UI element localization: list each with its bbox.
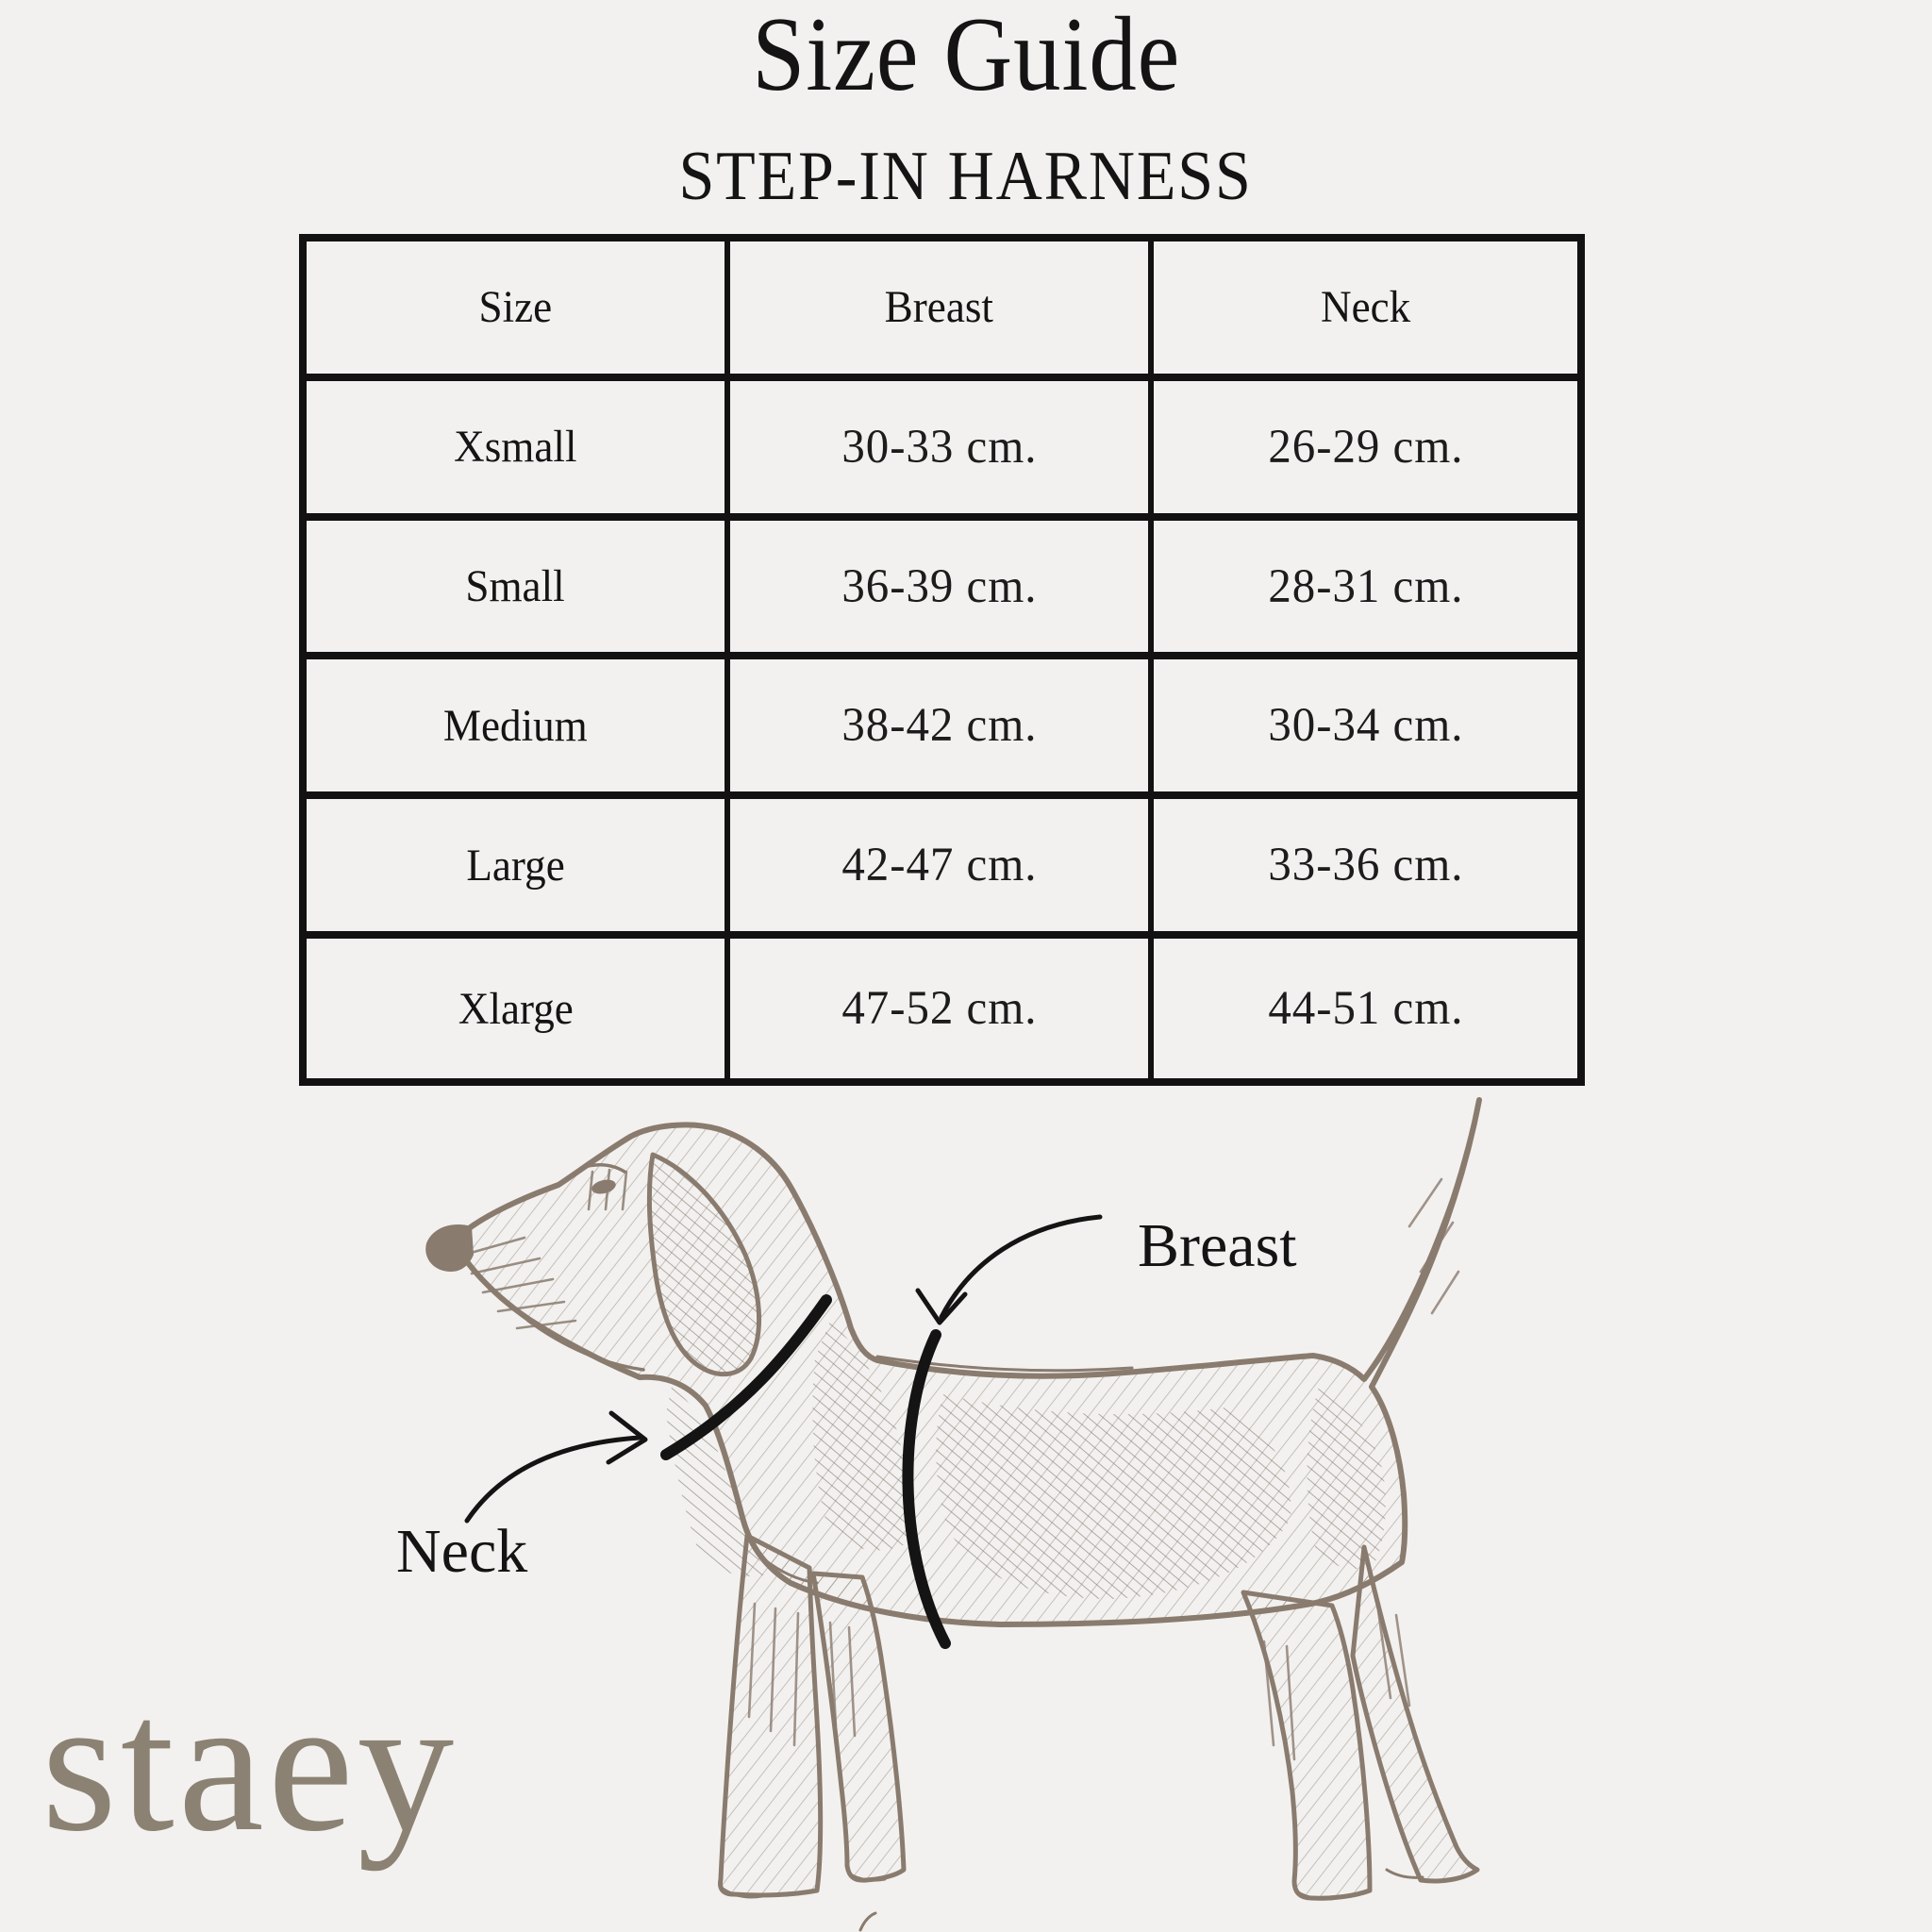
table-cell-neck: 28-31 cm. bbox=[1154, 521, 1577, 660]
column-header-size: Size bbox=[307, 242, 730, 381]
table-cell-size: Xsmall bbox=[307, 380, 730, 521]
table-cell-breast: 42-47 cm. bbox=[730, 799, 1154, 940]
table-cell-breast: 38-42 cm. bbox=[730, 659, 1154, 800]
column-header-breast: Breast bbox=[730, 242, 1154, 381]
breast-diagram-label: Breast bbox=[1138, 1211, 1297, 1280]
size-guide-table: Size Breast Neck Xsmall 30-33 cm. 26-29 … bbox=[299, 234, 1585, 1086]
table-cell-size: Small bbox=[307, 520, 730, 660]
table-cell-breast: 30-33 cm. bbox=[730, 380, 1154, 521]
table-cell-breast: 47-52 cm. bbox=[730, 939, 1154, 1078]
page-subtitle: STEP-IN HARNESS bbox=[678, 138, 1254, 215]
table-cell-size: Large bbox=[307, 799, 730, 940]
dog-face-details bbox=[425, 1163, 1460, 1932]
table-cell-neck: 44-51 cm. bbox=[1267, 982, 1464, 1036]
annotation-arrows bbox=[464, 1214, 1103, 1524]
dog-sketch bbox=[425, 1097, 1482, 1932]
table-cell-size: Xlarge bbox=[307, 939, 730, 1078]
column-header-neck: Neck bbox=[1154, 242, 1577, 381]
brand-logo: staey bbox=[42, 1657, 458, 1872]
neck-diagram-label: Neck bbox=[396, 1517, 528, 1586]
breast-band bbox=[902, 1329, 951, 1649]
neck-arrow bbox=[464, 1435, 642, 1524]
breast-arrow bbox=[939, 1214, 1103, 1320]
measurement-bands bbox=[660, 1294, 951, 1649]
breast-arrowhead bbox=[915, 1288, 968, 1325]
neck-arrowhead bbox=[606, 1410, 648, 1465]
neck-band bbox=[660, 1294, 832, 1460]
table-cell-neck: 30-34 cm. bbox=[1154, 659, 1577, 800]
table-cell-neck: 26-29 cm. bbox=[1154, 381, 1577, 521]
table-cell-size: Medium bbox=[307, 659, 730, 800]
page-title: Size Guide bbox=[751, 0, 1181, 113]
table-cell-breast: 36-39 cm. bbox=[730, 520, 1154, 660]
table-cell-neck: 33-36 cm. bbox=[1154, 799, 1577, 940]
